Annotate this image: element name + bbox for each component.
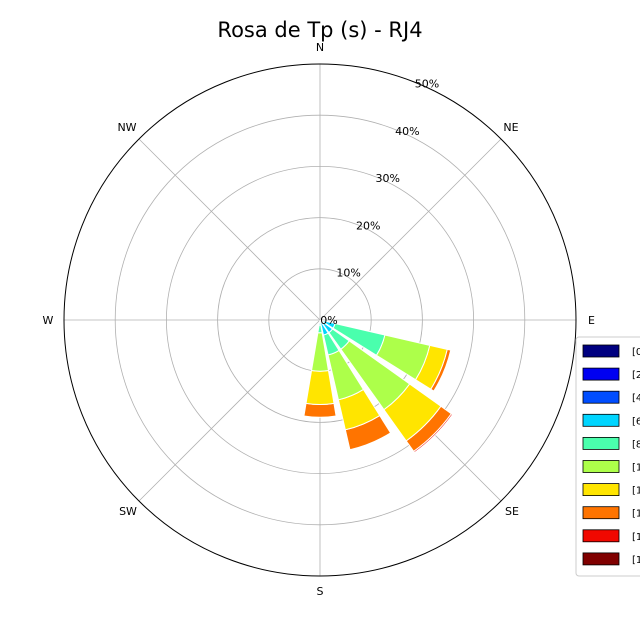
legend-label: [4 [632, 393, 640, 404]
legend-label: [1 [632, 463, 640, 474]
legend-swatch [582, 413, 620, 427]
axis-labels: N NE E SE S SW W NW 0% 10% 20% 30% 40% 50% [43, 41, 595, 598]
chart-title: Rosa de Tp (s) - RJ4 [217, 18, 422, 42]
direction-label: NW [117, 121, 136, 134]
grid-spoke [138, 319, 321, 502]
direction-label: SW [119, 505, 137, 518]
direction-label: N [316, 41, 324, 54]
legend-label: [6 [632, 416, 640, 427]
legend-label: [1 [632, 532, 640, 543]
legend-swatch [582, 483, 620, 497]
legend: [0 [2 [4 [6 [8 [1 [1 [1 [1 [1 [575, 336, 640, 577]
polar-grid [63, 63, 577, 577]
legend-label: [8 [632, 439, 640, 450]
legend-swatch [582, 460, 620, 473]
legend-label: [1 [632, 555, 640, 566]
legend-swatch [582, 367, 620, 381]
direction-label: E [588, 314, 595, 327]
legend-swatch [582, 552, 620, 566]
bar-segment [305, 369, 335, 405]
legend-label: [2 [632, 370, 640, 381]
outer-circle [63, 63, 577, 577]
direction-label: SE [505, 505, 519, 518]
legend-swatch [582, 529, 620, 543]
radial-tick-label: 50% [415, 77, 439, 90]
legend-swatch [582, 390, 620, 404]
legend-swatch [582, 436, 620, 450]
radial-tick-label: 10% [336, 267, 360, 280]
direction-label: S [317, 585, 324, 598]
direction-label: NE [503, 121, 518, 134]
radial-tick-label: 30% [376, 172, 400, 185]
radial-tick-label: 40% [395, 125, 419, 138]
legend-label: [1 [632, 486, 640, 497]
bar-segment [318, 319, 322, 326]
legend-label: [0 [632, 347, 640, 358]
rose-bars [303, 319, 454, 454]
legend-swatch [582, 344, 620, 358]
bar-segment [303, 402, 337, 418]
grid-spoke [319, 138, 502, 321]
grid-spoke [138, 138, 321, 321]
radial-tick-label: 0% [320, 314, 337, 327]
radial-tick-label: 20% [356, 219, 380, 232]
legend-label: [1 [632, 509, 640, 520]
direction-label: W [43, 314, 54, 327]
legend-swatch [582, 506, 620, 520]
